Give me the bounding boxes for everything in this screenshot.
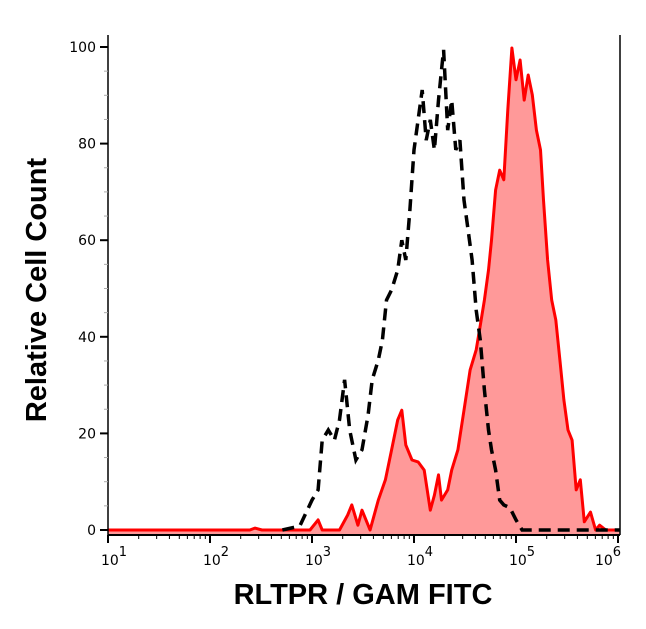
plot-marks bbox=[108, 46, 621, 534]
x-tick-exponent: 6 bbox=[613, 545, 621, 560]
y-tick-label: 100 bbox=[69, 40, 96, 56]
y-axis-label: Relative Cell Count bbox=[21, 158, 53, 423]
x-tick-exponent: 4 bbox=[425, 545, 433, 560]
x-tick-exponent: 3 bbox=[323, 545, 331, 560]
series-line-1 bbox=[282, 49, 620, 532]
x-tick-label: 106 bbox=[595, 545, 621, 569]
y-tick-label: 20 bbox=[78, 426, 96, 442]
y-tick-label: 60 bbox=[78, 233, 96, 249]
x-tick-exponent: 1 bbox=[119, 545, 127, 560]
x-tick-label: 104 bbox=[407, 545, 433, 569]
x-tick-label: 102 bbox=[203, 545, 229, 569]
x-tick-exponent: 2 bbox=[221, 545, 229, 560]
series-line-0 bbox=[108, 46, 620, 532]
x-tick-label: 101 bbox=[101, 545, 127, 569]
y-tick-label: 80 bbox=[78, 137, 96, 153]
x-axis-label: RLTPR / GAM FITC bbox=[234, 579, 493, 611]
series-fill-0 bbox=[108, 48, 621, 534]
x-tick-exponent: 5 bbox=[527, 545, 535, 560]
y-tick-label: 0 bbox=[87, 523, 96, 539]
y-tick-label: 40 bbox=[78, 330, 96, 346]
x-tick-label: 105 bbox=[509, 545, 535, 569]
x-tick-label: 103 bbox=[305, 545, 331, 569]
